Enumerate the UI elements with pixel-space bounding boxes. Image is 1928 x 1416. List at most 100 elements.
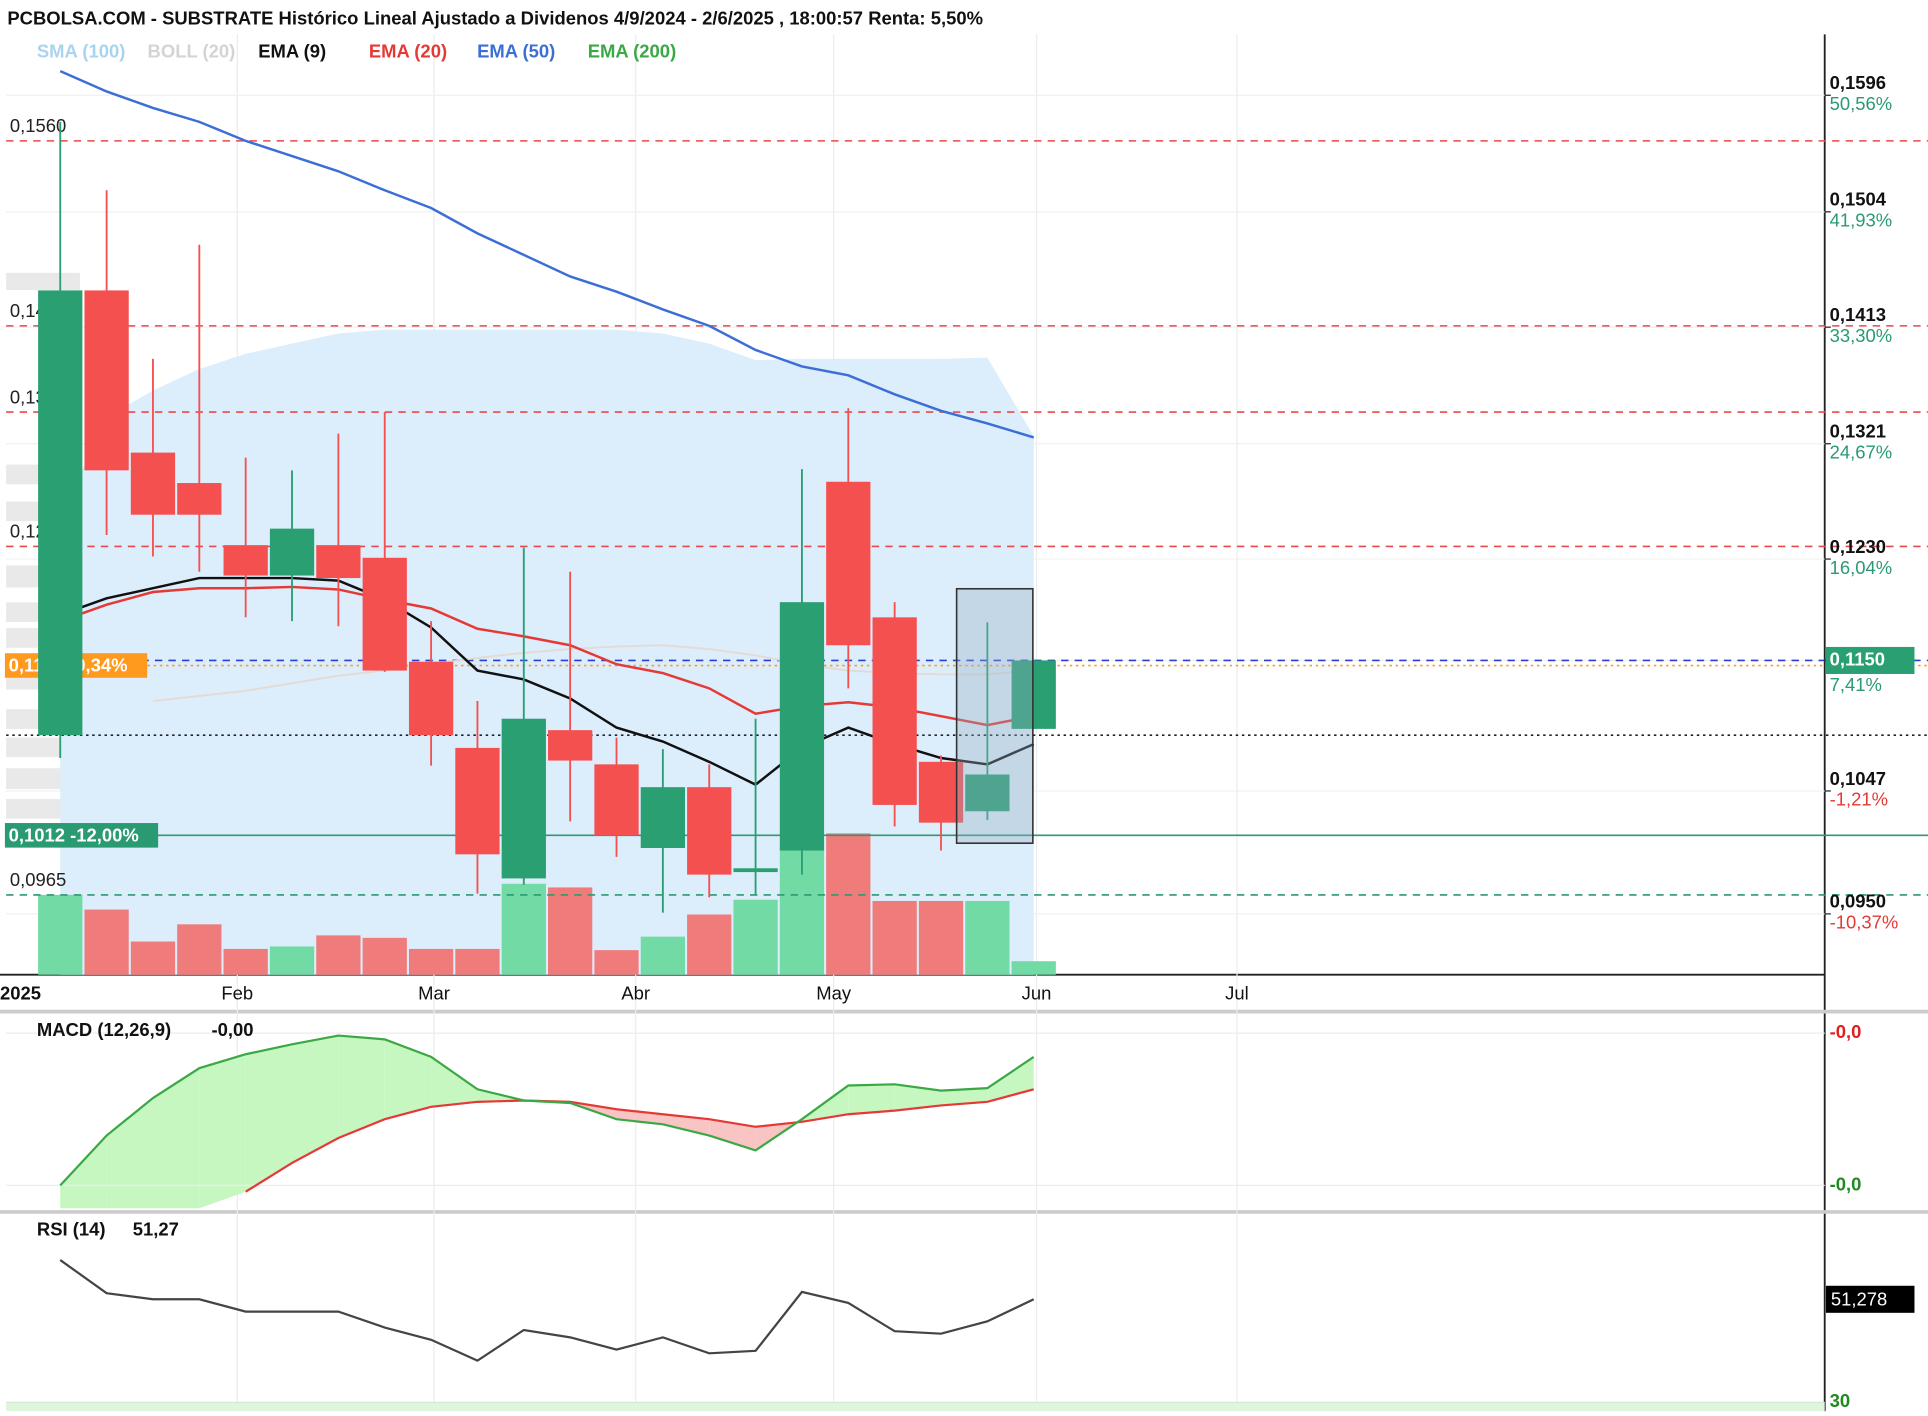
candle-body bbox=[84, 290, 129, 471]
selection-box bbox=[955, 587, 1034, 845]
volume-bar bbox=[826, 833, 871, 975]
chart-title: PCBOLSA.COM - SUBSTRATE Histórico Lineal… bbox=[7, 8, 983, 29]
y-tick-label: -0,0 bbox=[1830, 1021, 1862, 1042]
candle-body bbox=[687, 787, 732, 875]
y-tick-change-label: 16,04% bbox=[1830, 557, 1893, 578]
y-tick-label: 30 bbox=[1830, 1390, 1851, 1411]
candle-body bbox=[316, 545, 361, 579]
candle-body bbox=[594, 764, 639, 836]
volume-profile-bar bbox=[6, 798, 68, 819]
last-price-box bbox=[1825, 646, 1915, 674]
candle-body bbox=[548, 730, 593, 761]
y-tick-label: 0,1047 bbox=[1830, 768, 1886, 789]
candle-body bbox=[408, 661, 454, 736]
volume-bar bbox=[84, 909, 129, 975]
candle-body bbox=[733, 868, 778, 873]
x-tick-label: May bbox=[816, 982, 852, 1003]
level-label: 0,1012 -12,00% bbox=[9, 824, 139, 845]
legend-entry: SMA (100) bbox=[37, 41, 125, 62]
y-tick-label: 0,1504 bbox=[1830, 189, 1887, 210]
y-tick-change-label: -1,21% bbox=[1830, 789, 1888, 810]
candle-body bbox=[269, 528, 315, 576]
macd-fill bbox=[987, 1056, 1034, 1102]
legend-entry: EMA (9) bbox=[258, 41, 326, 62]
macd-fill bbox=[245, 1044, 293, 1192]
plot: 2025 Feb Mar Abr May Jun Jul0,15600,14140,1346… bbox=[0, 34, 1928, 1411]
volume-bar bbox=[38, 894, 83, 975]
volume-bar bbox=[594, 950, 639, 975]
volume-bar bbox=[316, 935, 361, 975]
macd-fill bbox=[60, 1135, 107, 1209]
volume-bar bbox=[269, 946, 315, 975]
candle-body bbox=[130, 452, 176, 515]
x-tick-label: Feb bbox=[221, 982, 253, 1003]
y-tick-label: -0,0 bbox=[1830, 1173, 1862, 1194]
panel-title: MACD (12,26,9) bbox=[37, 1019, 171, 1040]
macd-fill bbox=[709, 1119, 756, 1151]
volume-bar bbox=[501, 883, 546, 975]
legend-entry: BOLL (20) bbox=[148, 41, 236, 62]
volume-bar bbox=[223, 948, 268, 975]
candle-body bbox=[455, 747, 500, 855]
signal-line bbox=[245, 1088, 1035, 1193]
x-tick-label: Jun bbox=[1022, 982, 1052, 1003]
x-tick-label: Jul bbox=[1225, 982, 1249, 1003]
volume-bar bbox=[177, 924, 222, 975]
volume-bar bbox=[918, 900, 964, 975]
level-label-box bbox=[4, 823, 159, 848]
y-tick-change-label: -10,37% bbox=[1830, 912, 1899, 933]
rsi-zone bbox=[6, 1402, 1825, 1412]
y-tick-change-label: 24,67% bbox=[1830, 441, 1893, 462]
y-tick-label: 0,1321 bbox=[1830, 421, 1886, 442]
macd-fill bbox=[431, 1056, 478, 1107]
indicator-line bbox=[59, 576, 1035, 787]
macd-fill bbox=[941, 1088, 988, 1106]
panel-title: RSI (14) bbox=[37, 1218, 106, 1239]
candle-body bbox=[826, 481, 871, 646]
y-tick-change-label: 50,56% bbox=[1830, 93, 1893, 114]
rsi-value-box bbox=[1825, 1285, 1915, 1313]
volume-bar bbox=[872, 900, 917, 975]
x-tick-label: Mar bbox=[418, 982, 450, 1003]
macd-fill bbox=[662, 1114, 710, 1136]
volume-bar bbox=[1011, 961, 1056, 975]
rsi-line bbox=[59, 1259, 1035, 1362]
volume-bar bbox=[548, 887, 593, 975]
volume-bar bbox=[965, 900, 1010, 975]
rsi-value-label: 51,278 bbox=[1831, 1288, 1887, 1309]
macd-fill bbox=[848, 1084, 895, 1115]
y-tick-label: 0,1413 bbox=[1830, 304, 1886, 325]
level-label: 0,0965 bbox=[10, 869, 66, 890]
indicator-line bbox=[59, 585, 1034, 727]
legend-entry: EMA (200) bbox=[588, 41, 676, 62]
macd-fill bbox=[292, 1035, 339, 1163]
volume-profile-bar bbox=[6, 272, 80, 291]
candle-body bbox=[872, 617, 917, 805]
candle-body bbox=[918, 761, 964, 823]
macd-fill bbox=[384, 1039, 432, 1120]
legend-entry: EMA (20) bbox=[369, 41, 447, 62]
y-tick-change-label: 33,30% bbox=[1830, 325, 1893, 346]
volume-bar bbox=[455, 948, 500, 975]
macd-fill bbox=[338, 1035, 385, 1139]
candle-body bbox=[223, 545, 268, 576]
volume-bar bbox=[687, 914, 732, 975]
macd-fill bbox=[199, 1054, 246, 1209]
indicator-line bbox=[59, 70, 1035, 439]
legend-entry: EMA (50) bbox=[477, 41, 555, 62]
y-tick-change-label: 41,93% bbox=[1830, 210, 1893, 231]
volume-bar bbox=[640, 936, 686, 975]
macd-fill bbox=[106, 1098, 153, 1209]
panel-value: -0,00 bbox=[211, 1019, 253, 1040]
macd-fill bbox=[152, 1068, 200, 1209]
x-tick-label: Abr bbox=[621, 982, 650, 1003]
volume-bar bbox=[733, 899, 778, 975]
candle-body bbox=[1011, 660, 1056, 729]
candle-body bbox=[177, 483, 222, 515]
level-label: 0,1560 bbox=[10, 115, 66, 136]
y-tick-change-label: 7,41% bbox=[1830, 674, 1882, 695]
y-tick-label: 0,1596 bbox=[1830, 72, 1886, 93]
y-tick-label: 0,1230 bbox=[1830, 536, 1886, 557]
panel-value: 51,27 bbox=[133, 1218, 179, 1239]
